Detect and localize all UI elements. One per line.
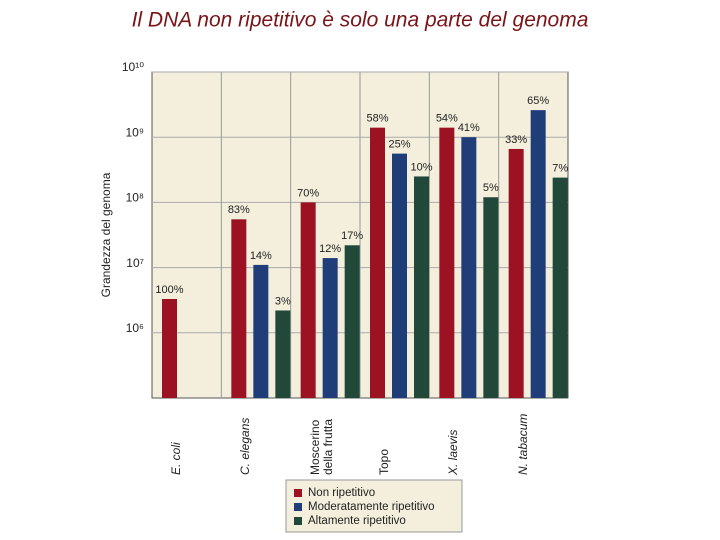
y-tick-label: 10⁷ bbox=[126, 256, 144, 270]
bar bbox=[552, 177, 568, 398]
x-tick-label: X. laevis bbox=[446, 429, 461, 475]
legend bbox=[285, 479, 463, 533]
bar bbox=[275, 310, 291, 398]
y-tick-label: 10⁸ bbox=[126, 191, 144, 205]
bar bbox=[370, 127, 385, 398]
bar bbox=[231, 219, 247, 398]
bar bbox=[392, 153, 407, 398]
data-label: 3% bbox=[275, 295, 291, 307]
data-label: 5% bbox=[483, 182, 499, 194]
bar bbox=[508, 148, 524, 398]
bar bbox=[322, 258, 338, 398]
data-label: 65% bbox=[527, 95, 549, 107]
data-label: 17% bbox=[341, 230, 363, 242]
data-label: 10% bbox=[410, 161, 432, 173]
bar bbox=[461, 137, 477, 398]
data-label: 12% bbox=[319, 243, 341, 255]
data-label: 54% bbox=[436, 113, 458, 125]
x-tick-label: C. elegans bbox=[238, 417, 253, 475]
bar bbox=[300, 202, 316, 398]
bar bbox=[253, 264, 269, 398]
bar bbox=[483, 197, 499, 398]
data-label: 100% bbox=[155, 284, 183, 296]
data-label: 33% bbox=[505, 134, 527, 146]
y-axis-label: Grandezza del genoma bbox=[99, 172, 113, 297]
bar bbox=[439, 127, 455, 398]
data-label: 83% bbox=[228, 204, 250, 216]
y-tick-label: 10⁹ bbox=[126, 125, 145, 139]
bar bbox=[530, 110, 546, 398]
y-tick-label: 10¹⁰ bbox=[122, 60, 144, 74]
data-label: 58% bbox=[366, 113, 388, 125]
legend-swatch bbox=[294, 503, 302, 511]
data-label: 14% bbox=[250, 250, 272, 262]
bar bbox=[344, 245, 360, 398]
x-tick-label: N. tabacum bbox=[515, 413, 530, 475]
data-label: 70% bbox=[297, 187, 319, 199]
legend-label: Altamente ripetitivo bbox=[308, 515, 406, 527]
x-tick-label: Moscerino della frutta bbox=[307, 418, 335, 475]
bar bbox=[162, 298, 177, 398]
data-label: 25% bbox=[388, 139, 410, 151]
data-label: 41% bbox=[458, 122, 480, 134]
x-tick-label: Topo bbox=[377, 448, 391, 475]
x-tick-label: E. coli bbox=[169, 442, 183, 475]
legend-swatch bbox=[294, 517, 302, 525]
legend-label: Moderatamente ripetitivo bbox=[308, 501, 435, 513]
legend-label: Non ripetitivo bbox=[308, 487, 375, 499]
data-label: 7% bbox=[552, 163, 568, 175]
bar bbox=[414, 176, 429, 398]
chart-title: Il DNA non ripetitivo è solo una parte d… bbox=[132, 9, 589, 32]
legend-swatch bbox=[294, 489, 302, 497]
y-tick-label: 10⁶ bbox=[126, 321, 144, 335]
